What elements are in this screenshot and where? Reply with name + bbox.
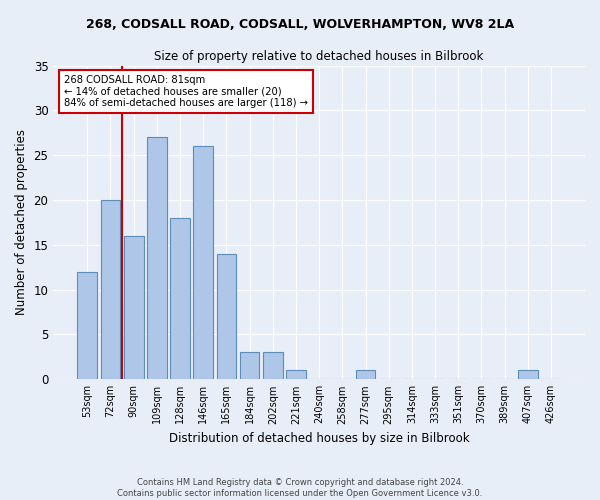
Bar xyxy=(263,352,283,380)
Bar xyxy=(101,200,121,380)
X-axis label: Distribution of detached houses by size in Bilbrook: Distribution of detached houses by size … xyxy=(169,432,469,445)
Bar xyxy=(518,370,538,380)
Bar xyxy=(217,254,236,380)
Text: 268 CODSALL ROAD: 81sqm
← 14% of detached houses are smaller (20)
84% of semi-de: 268 CODSALL ROAD: 81sqm ← 14% of detache… xyxy=(64,75,308,108)
Bar xyxy=(240,352,259,380)
Bar xyxy=(193,146,213,380)
Bar xyxy=(77,272,97,380)
Bar xyxy=(124,236,143,380)
Text: 268, CODSALL ROAD, CODSALL, WOLVERHAMPTON, WV8 2LA: 268, CODSALL ROAD, CODSALL, WOLVERHAMPTO… xyxy=(86,18,514,30)
Bar xyxy=(170,218,190,380)
Title: Size of property relative to detached houses in Bilbrook: Size of property relative to detached ho… xyxy=(154,50,484,63)
Bar xyxy=(356,370,376,380)
Bar xyxy=(286,370,306,380)
Y-axis label: Number of detached properties: Number of detached properties xyxy=(15,130,28,316)
Text: Contains HM Land Registry data © Crown copyright and database right 2024.
Contai: Contains HM Land Registry data © Crown c… xyxy=(118,478,482,498)
Bar xyxy=(147,138,167,380)
